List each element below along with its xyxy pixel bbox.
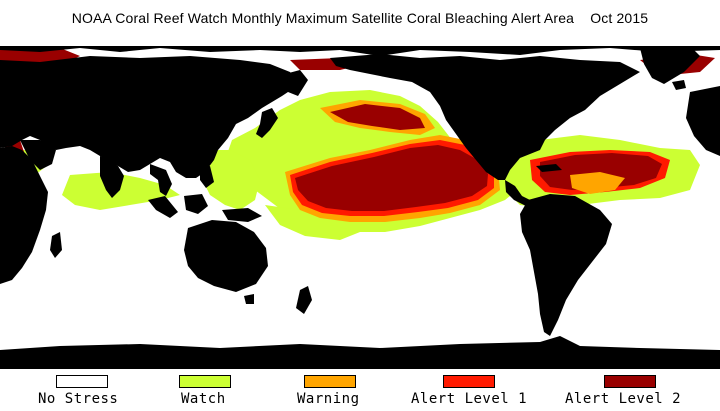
iceland-land [672,80,686,90]
africa-land [0,146,48,284]
arabia-land [20,140,56,170]
legend-label-alert-level-1: Alert Level 1 [411,391,528,407]
new-guinea-land [222,208,262,222]
legend-swatch-no-stress [56,375,108,388]
greenland-land [640,46,700,84]
madagascar-land [50,232,62,258]
india-land [100,156,124,198]
indochina-land [150,164,172,196]
new-zealand-land [296,286,312,314]
legend-swatch-watch [179,375,231,388]
legend-label-warning: Warning [297,391,360,407]
west-pacific-watch-zone [200,150,260,210]
cuba-land [536,164,562,172]
legend-label-no-stress: No Stress [38,391,119,407]
map-title: NOAA Coral Reef Watch Monthly Maximum Sa… [71,10,649,26]
north-pacific-alert2-zone [330,104,425,130]
australia-land [184,220,268,292]
legend-swatch-alert-level-2 [604,375,656,388]
legend-swatch-warning [304,375,356,388]
central-pacific-alert2-zone [295,145,488,211]
europe-africa-right-edge [686,86,720,156]
land-masses [0,46,720,369]
kamchatka-land [285,70,308,96]
borneo-land [184,194,208,214]
philippines-land [200,166,214,188]
north-america-land [330,54,640,180]
japan-land [256,108,278,138]
arctic-land [0,46,720,56]
eurasia-land [0,56,300,178]
legend-label-watch: Watch [181,391,226,407]
stress-overlays [0,48,715,240]
legend-swatch-alert-level-1 [443,375,495,388]
micronesia-watch-zone [265,205,360,240]
south-america-land [520,194,612,336]
antarctica-land [0,336,720,369]
legend-label-alert-level-2: Alert Level 2 [565,391,682,407]
bleaching-alert-map [0,46,720,369]
sumatra-land [148,196,178,218]
tasmania-land [244,294,254,304]
caribbean-alert2-zone [540,153,662,190]
caribbean-warning-zone [570,172,625,194]
central-america-land [505,180,530,206]
legend: No Stress Watch Warning Alert Level 1 Al… [0,371,720,411]
